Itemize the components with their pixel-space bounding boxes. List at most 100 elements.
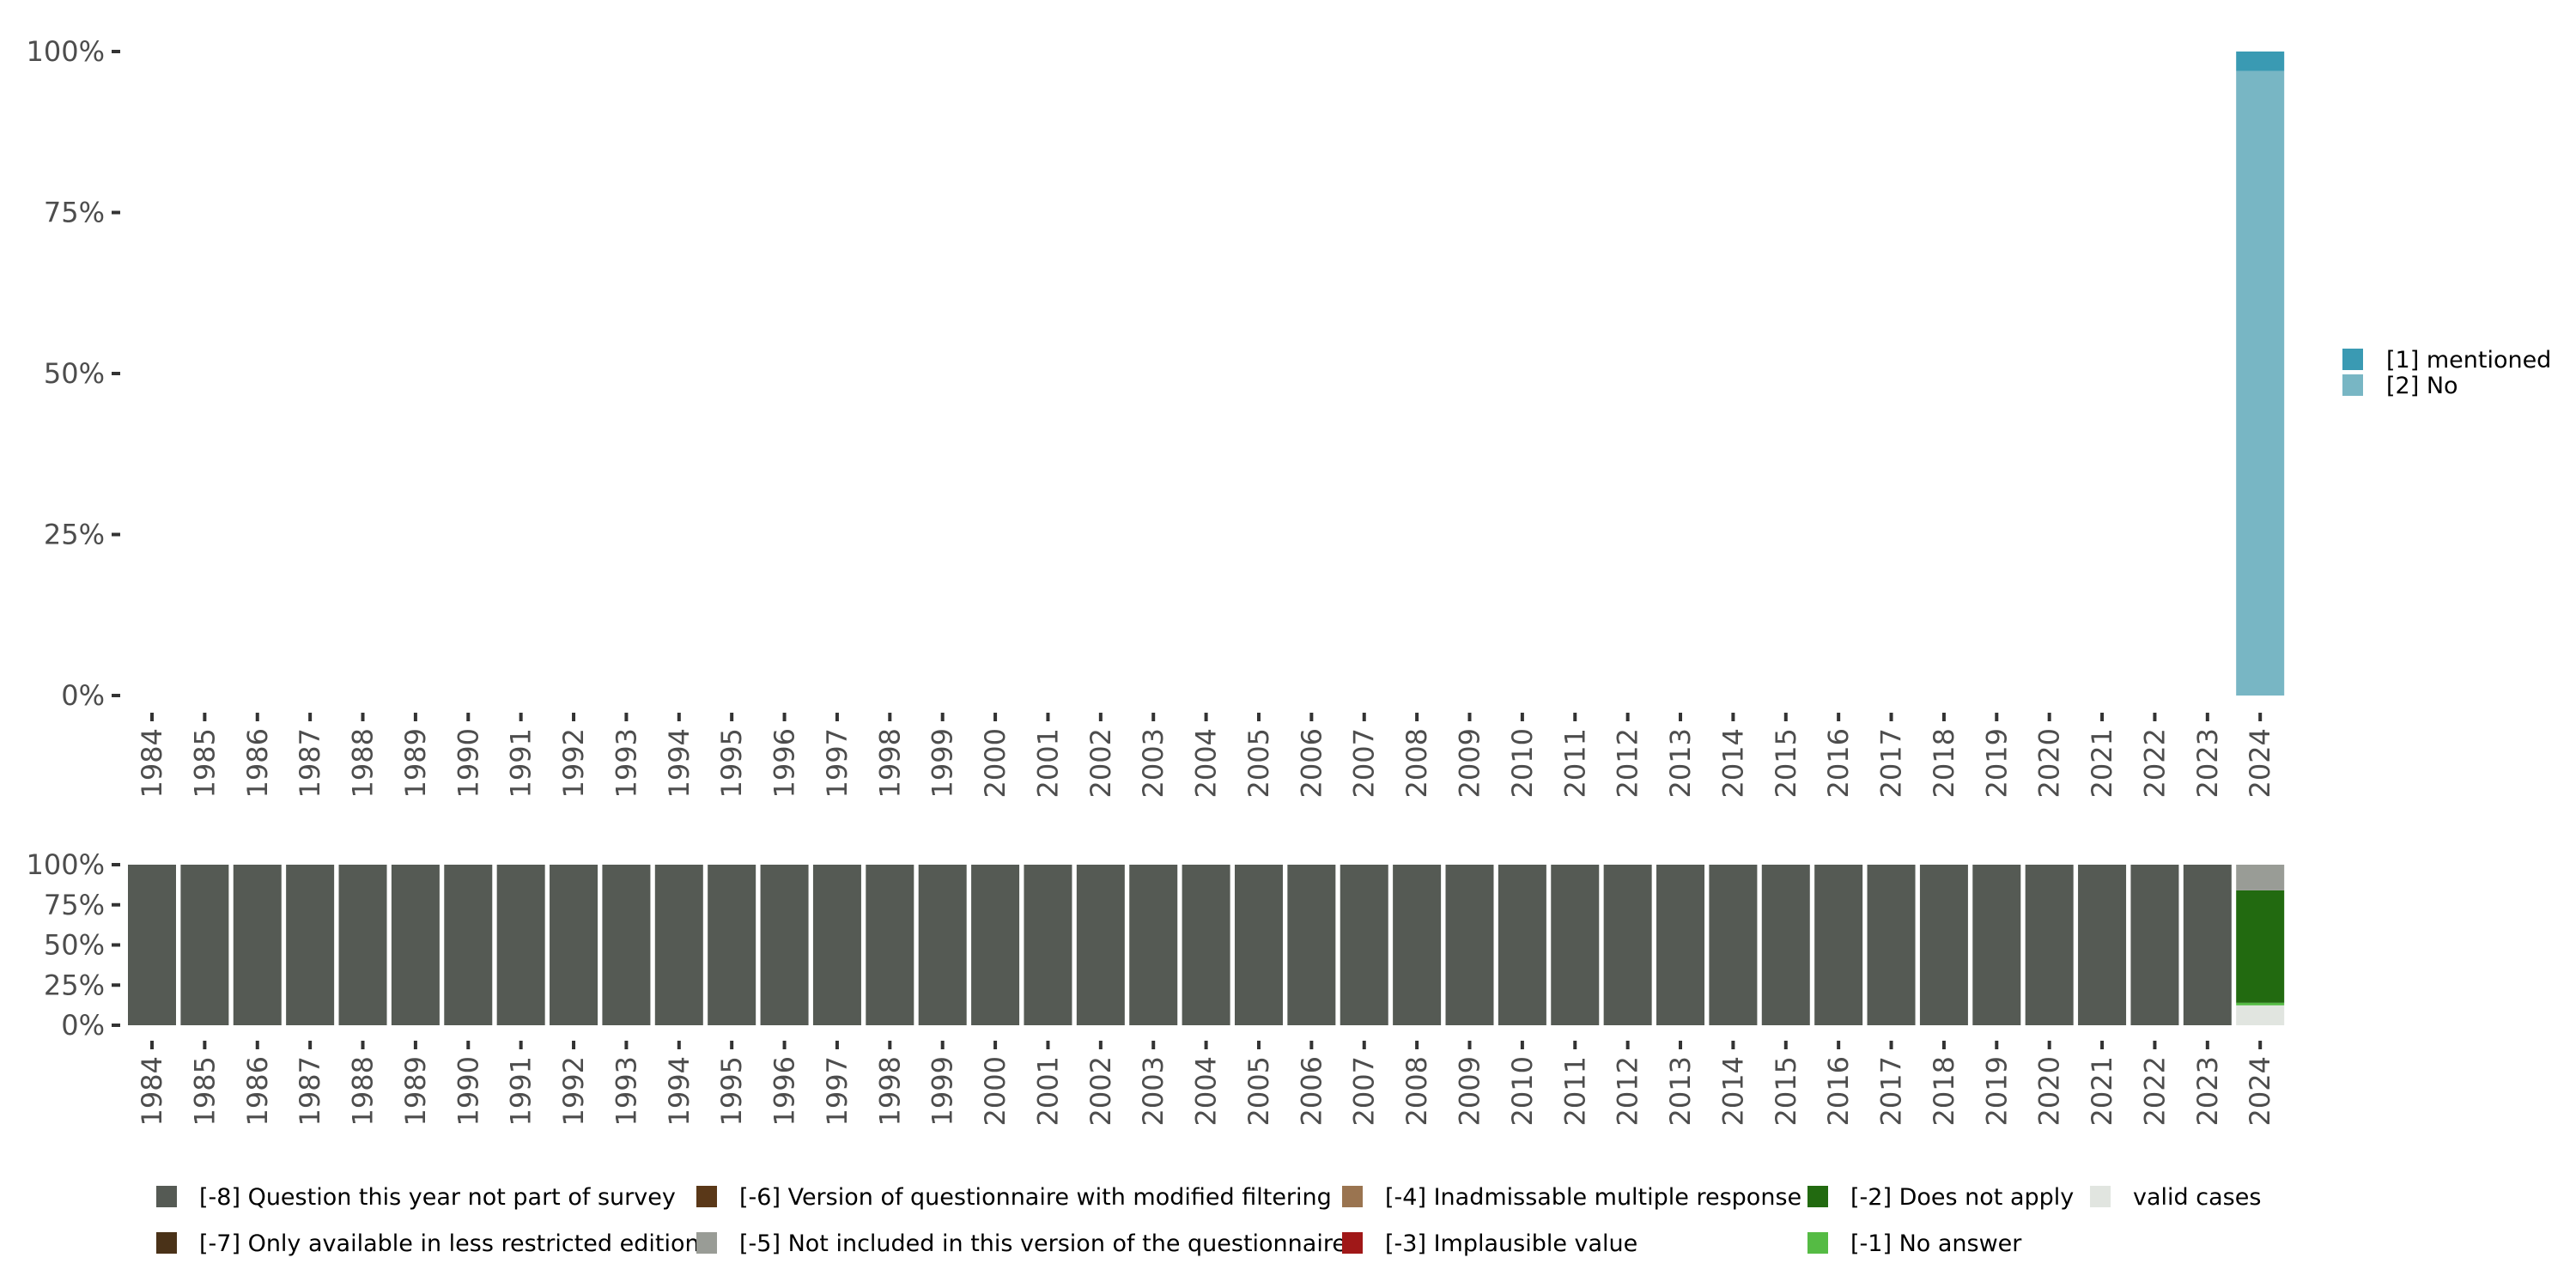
x-tick-label: 2005 (1242, 1056, 1275, 1126)
bar-segment (128, 865, 176, 1025)
bar-segment (2236, 52, 2285, 71)
bar-segment (2236, 70, 2285, 696)
y-tick-label: 50% (44, 929, 105, 962)
x-tick-label: 1998 (873, 728, 906, 798)
bar-segment (1761, 865, 1810, 1025)
x-tick-label: 2004 (1190, 1056, 1223, 1126)
x-tick-label: 2002 (1084, 1056, 1117, 1126)
x-tick-label: 2009 (1454, 728, 1486, 798)
bar-segment (233, 865, 282, 1025)
y-tick-label: 0% (61, 679, 105, 712)
bar-segment (2236, 1005, 2285, 1025)
x-tick-label: 1986 (241, 728, 274, 798)
x-tick-label: 2003 (1137, 728, 1170, 798)
x-tick-label: 2019 (1980, 728, 2013, 798)
x-tick-label: 1999 (927, 1056, 959, 1126)
y-tick-label: 0% (61, 1009, 105, 1042)
legend-label: [-4] Inadmissable multiple response (1385, 1184, 1801, 1211)
bar-segment (1182, 865, 1230, 1025)
bar-segment (2078, 865, 2127, 1025)
x-tick-label: 1997 (821, 1056, 854, 1126)
x-tick-label: 2023 (2191, 728, 2224, 798)
legend-label: [-7] Only available in less restricted e… (199, 1230, 700, 1257)
bar-segment (1234, 865, 1283, 1025)
legend-label: valid cases (2133, 1184, 2261, 1211)
x-tick-label: 2014 (1716, 728, 1749, 798)
y-tick-label: 25% (44, 969, 105, 1001)
bar-segment (708, 865, 756, 1025)
x-tick-label: 1985 (188, 728, 221, 798)
x-tick-label: 2015 (1770, 1056, 1802, 1126)
x-tick-label: 1988 (347, 1056, 380, 1126)
x-tick-label: 2024 (2244, 728, 2276, 798)
x-tick-label: 2006 (1295, 1056, 1327, 1126)
legend-swatch (2342, 374, 2363, 396)
x-tick-label: 2001 (1031, 728, 1064, 798)
legend-label: [2] No (2386, 373, 2458, 399)
x-tick-label: 1995 (715, 1056, 748, 1126)
x-tick-label: 1990 (452, 728, 484, 798)
x-tick-label: 1984 (136, 728, 168, 798)
bar-segment (1656, 865, 1705, 1025)
x-tick-label: 2000 (979, 1056, 1012, 1126)
x-tick-label: 2012 (1612, 728, 1644, 798)
x-tick-label: 1994 (663, 728, 696, 798)
x-tick-label: 2000 (979, 728, 1012, 798)
x-tick-label: 1987 (294, 1056, 326, 1126)
x-tick-label: 1998 (873, 1056, 906, 1126)
bar-segment (391, 865, 440, 1025)
legend-swatch (156, 1232, 177, 1254)
legend-label: [-2] Does not apply (1850, 1184, 2074, 1211)
bar-segment (1024, 865, 1072, 1025)
x-tick-label: 2010 (1506, 728, 1539, 798)
x-tick-label: 1987 (294, 728, 326, 798)
x-tick-label: 1996 (769, 728, 801, 798)
x-tick-label: 2018 (1928, 1056, 1960, 1126)
bar-segment (1498, 865, 1546, 1025)
legend-label: [-5] Not included in this version of the… (739, 1230, 1346, 1257)
x-tick-label: 2001 (1031, 1056, 1064, 1126)
legend-swatch (156, 1186, 177, 1207)
y-tick-label: 25% (44, 519, 105, 551)
x-tick-label: 1991 (505, 728, 538, 798)
bar-segment (338, 865, 387, 1025)
y-tick-label: 75% (44, 889, 105, 921)
bar-segment (2236, 865, 2285, 890)
x-tick-label: 2002 (1084, 728, 1117, 798)
y-tick-label: 50% (44, 357, 105, 390)
legend-label: [-8] Question this year not part of surv… (199, 1184, 676, 1211)
legend-swatch (696, 1232, 717, 1254)
bar-segment (654, 865, 703, 1025)
bar-segment (2183, 865, 2232, 1025)
legend-swatch (1342, 1232, 1363, 1254)
x-tick-label: 1991 (505, 1056, 538, 1126)
x-tick-label: 2021 (2086, 728, 2118, 798)
x-tick-label: 2004 (1190, 728, 1223, 798)
x-tick-label: 1986 (241, 1056, 274, 1126)
x-tick-label: 2022 (2138, 728, 2171, 798)
x-tick-label: 2007 (1348, 728, 1381, 798)
x-tick-label: 2005 (1242, 728, 1275, 798)
x-tick-label: 1988 (347, 728, 380, 798)
legend-swatch (696, 1186, 717, 1207)
bar-segment (2236, 1002, 2285, 1005)
bar-segment (1814, 865, 1863, 1025)
bar-segment (550, 865, 598, 1025)
bar-segment (1393, 865, 1442, 1025)
x-tick-label: 1992 (557, 1056, 590, 1126)
x-tick-label: 2009 (1454, 1056, 1486, 1126)
x-tick-label: 2010 (1506, 1056, 1539, 1126)
x-tick-label: 1990 (452, 1056, 484, 1126)
legend-swatch (1807, 1232, 1828, 1254)
legend-label: [-1] No answer (1850, 1230, 2022, 1257)
y-tick-label: 100% (27, 848, 105, 881)
bar-segment (1445, 865, 1494, 1025)
bar-segment (1129, 865, 1178, 1025)
x-tick-label: 1992 (557, 728, 590, 798)
x-tick-label: 2018 (1928, 728, 1960, 798)
x-tick-label: 2012 (1612, 1056, 1644, 1126)
x-tick-label: 1996 (769, 1056, 801, 1126)
x-tick-label: 2019 (1980, 1056, 2013, 1126)
bar-segment (1972, 865, 2021, 1025)
